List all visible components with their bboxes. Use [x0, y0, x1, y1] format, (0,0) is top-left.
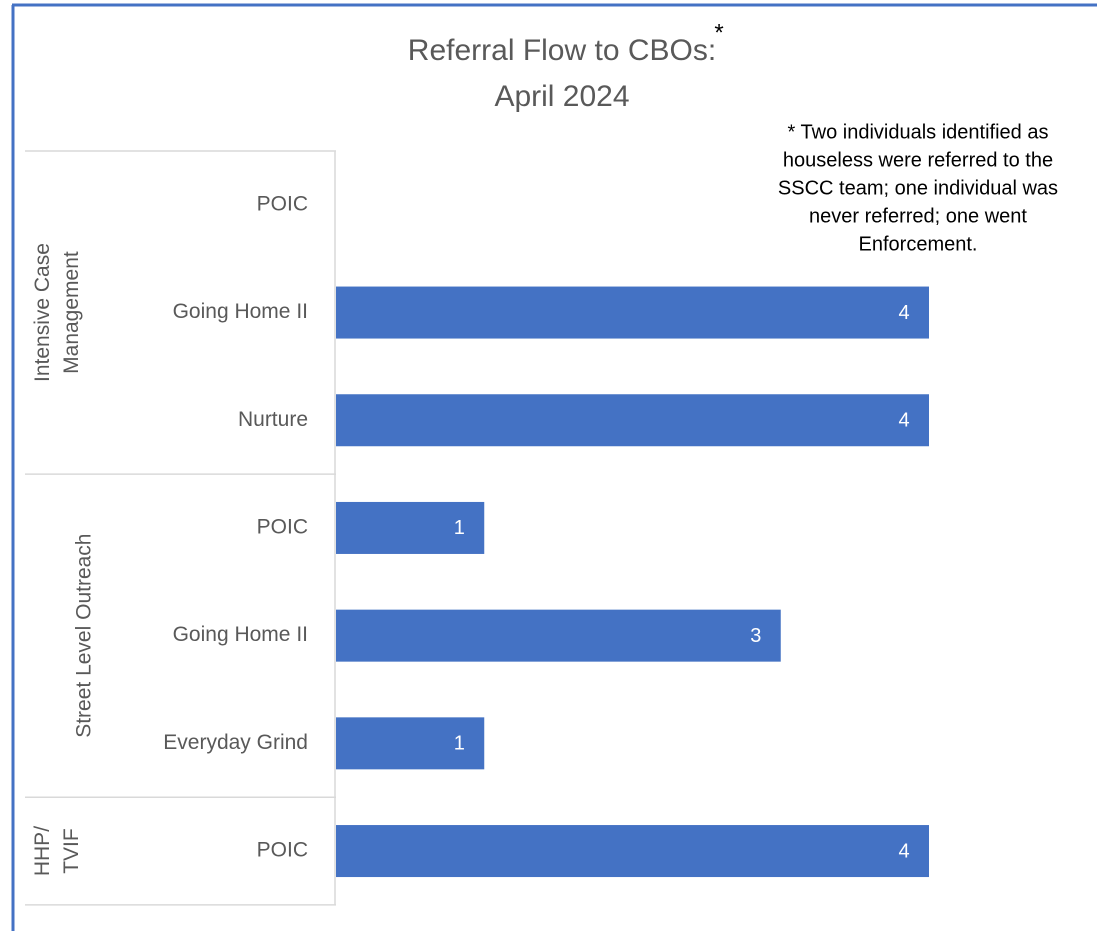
bar: [336, 394, 929, 447]
title-marker: *: [714, 19, 723, 46]
annotation: * Two individuals identified as: [788, 121, 1049, 143]
annotation: Enforcement.: [859, 233, 978, 255]
group-label: TVIF: [60, 828, 83, 874]
value-label: 3: [750, 625, 761, 647]
chart-title: April 2024: [494, 80, 629, 113]
value-label: 4: [898, 840, 909, 862]
annotation: SSCC team; one individual was: [778, 177, 1058, 199]
value-label: 4: [898, 302, 909, 324]
bar: [336, 501, 485, 554]
bar: [336, 825, 929, 878]
annotation: never referred; one went: [809, 205, 1027, 227]
bar: [336, 286, 929, 339]
group-label: Street Level Outreach: [73, 534, 96, 738]
bar: [336, 609, 781, 662]
bar: [336, 717, 485, 770]
y-tick-label: Everyday Grind: [163, 731, 308, 754]
value-label: 1: [454, 517, 465, 539]
annotation: houseless were referred to the: [783, 149, 1053, 171]
y-tick-label: POIC: [257, 515, 308, 538]
y-tick-label: Going Home II: [173, 623, 308, 646]
y-tick-label: Nurture: [238, 408, 308, 431]
value-label: 4: [898, 410, 909, 432]
chart-title: Referral Flow to CBOs:: [408, 34, 716, 67]
y-tick-label: Going Home II: [173, 300, 308, 323]
group-label: Management: [60, 251, 83, 374]
group-label: Intensive Case: [31, 243, 54, 382]
y-tick-label: POIC: [257, 192, 308, 215]
group-label: HHP/: [31, 826, 54, 876]
y-tick-label: POIC: [257, 839, 308, 862]
value-label: 1: [454, 733, 465, 755]
